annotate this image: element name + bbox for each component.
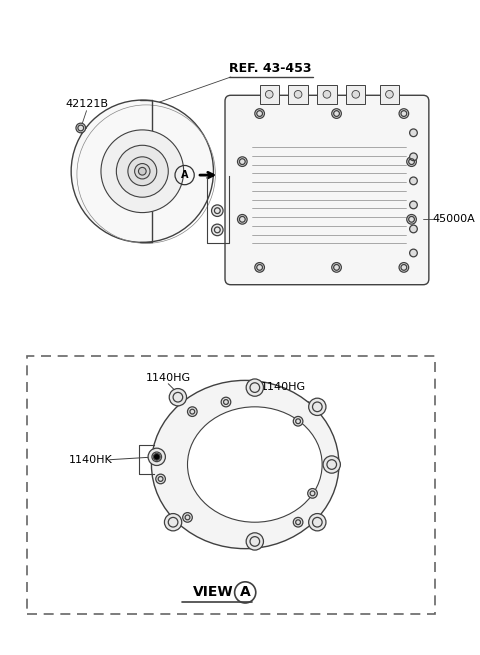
Circle shape bbox=[221, 397, 231, 407]
Circle shape bbox=[399, 263, 408, 272]
Circle shape bbox=[165, 514, 182, 531]
Circle shape bbox=[409, 225, 417, 233]
Circle shape bbox=[309, 514, 326, 531]
Text: 45000A: 45000A bbox=[432, 214, 476, 224]
Circle shape bbox=[409, 201, 417, 209]
Bar bbox=[288, 84, 308, 104]
Circle shape bbox=[399, 109, 408, 119]
Circle shape bbox=[246, 379, 264, 396]
Bar bbox=[317, 84, 336, 104]
Circle shape bbox=[409, 129, 417, 137]
Circle shape bbox=[293, 517, 303, 527]
Bar bbox=[346, 84, 365, 104]
Circle shape bbox=[76, 123, 85, 133]
Circle shape bbox=[407, 157, 416, 166]
Circle shape bbox=[265, 90, 273, 98]
Circle shape bbox=[352, 90, 360, 98]
Circle shape bbox=[294, 90, 302, 98]
Circle shape bbox=[246, 533, 264, 550]
Circle shape bbox=[293, 417, 303, 426]
Circle shape bbox=[385, 90, 393, 98]
Bar bbox=[380, 84, 399, 104]
Text: 1140HG: 1140HG bbox=[146, 373, 191, 383]
Text: 1140HG: 1140HG bbox=[261, 383, 306, 392]
Text: VIEW: VIEW bbox=[193, 586, 234, 599]
Ellipse shape bbox=[188, 407, 322, 522]
Circle shape bbox=[309, 398, 326, 415]
Circle shape bbox=[255, 263, 264, 272]
Text: 1140HK: 1140HK bbox=[69, 455, 113, 464]
Ellipse shape bbox=[152, 381, 339, 549]
Circle shape bbox=[332, 109, 341, 119]
Circle shape bbox=[409, 153, 417, 160]
Ellipse shape bbox=[71, 100, 214, 242]
Circle shape bbox=[156, 474, 166, 484]
Circle shape bbox=[183, 513, 192, 522]
Circle shape bbox=[409, 177, 417, 185]
Circle shape bbox=[188, 407, 197, 417]
Circle shape bbox=[154, 453, 160, 460]
Circle shape bbox=[212, 224, 223, 236]
FancyBboxPatch shape bbox=[225, 95, 429, 285]
Circle shape bbox=[323, 456, 340, 473]
Bar bbox=[27, 356, 434, 614]
Circle shape bbox=[169, 388, 187, 406]
Circle shape bbox=[255, 109, 264, 119]
Text: A: A bbox=[181, 170, 188, 180]
Circle shape bbox=[212, 205, 223, 216]
Ellipse shape bbox=[134, 164, 150, 179]
Text: REF. 43-453: REF. 43-453 bbox=[229, 62, 312, 75]
Circle shape bbox=[323, 90, 331, 98]
Circle shape bbox=[148, 448, 166, 466]
Circle shape bbox=[238, 215, 247, 224]
Text: 42121B: 42121B bbox=[65, 99, 108, 109]
Text: A: A bbox=[240, 586, 251, 599]
Circle shape bbox=[409, 249, 417, 257]
Ellipse shape bbox=[138, 168, 146, 175]
Circle shape bbox=[308, 489, 317, 498]
Circle shape bbox=[407, 215, 416, 224]
Ellipse shape bbox=[128, 157, 157, 185]
Circle shape bbox=[332, 263, 341, 272]
Ellipse shape bbox=[116, 145, 168, 197]
Circle shape bbox=[238, 157, 247, 166]
Ellipse shape bbox=[101, 130, 184, 213]
Bar bbox=[260, 84, 279, 104]
